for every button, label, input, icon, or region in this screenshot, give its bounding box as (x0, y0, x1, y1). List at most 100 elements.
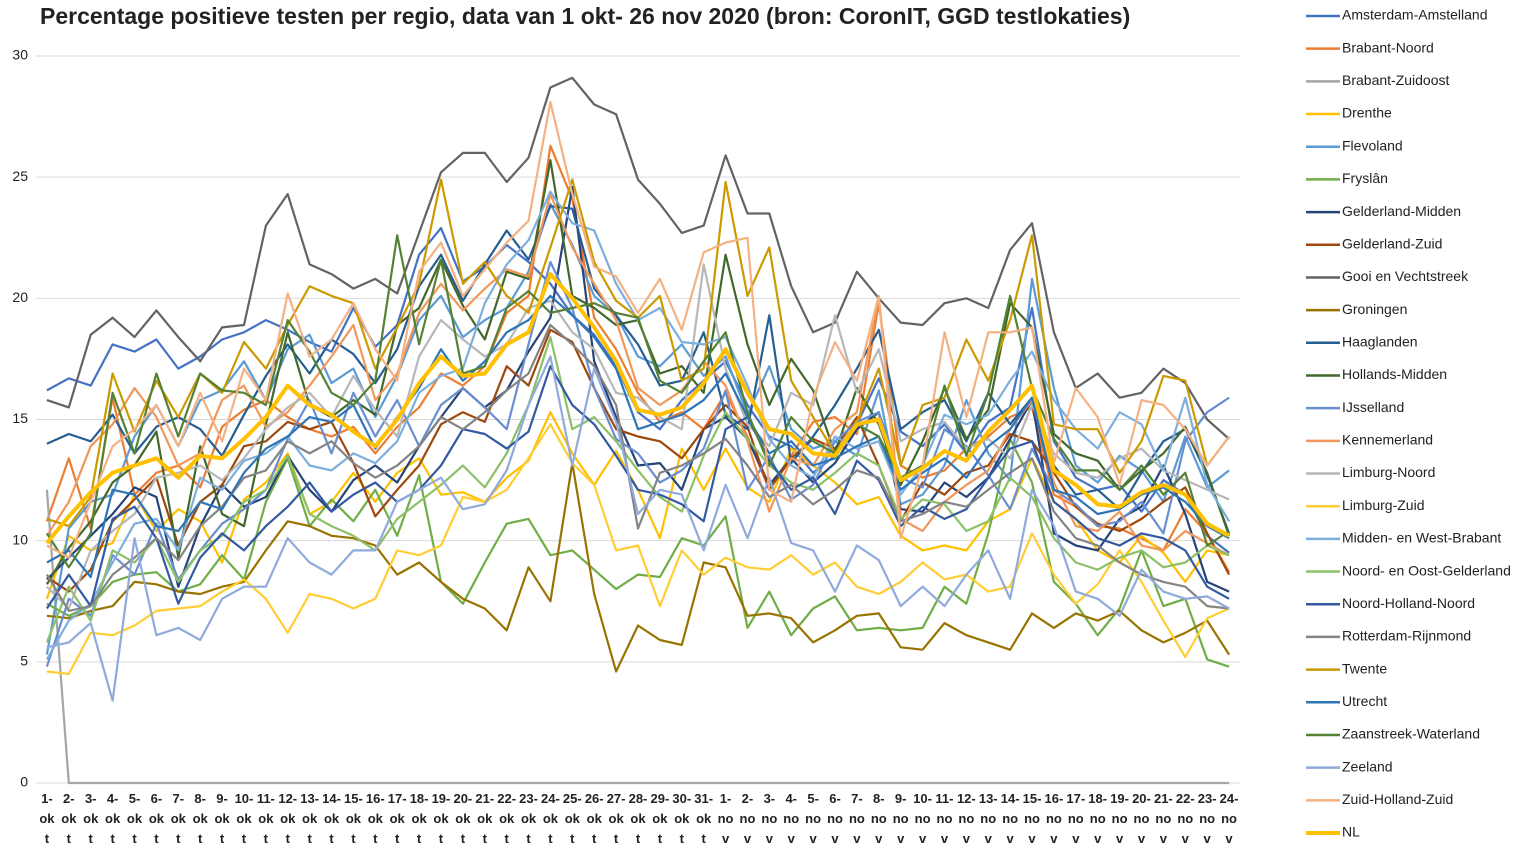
x-tick-label: 4-ok t (105, 791, 121, 846)
x-tick-label: 30-ok t (672, 791, 691, 846)
x-tick-label: 17-ok t (388, 791, 407, 846)
x-tick-label: 9-ok t (214, 791, 230, 846)
x-tick-label: 23-no v (1198, 791, 1217, 846)
x-tick-label: 11-no v (935, 791, 953, 846)
y-tick-label: 10 (12, 531, 28, 547)
series-line (45, 260, 1230, 668)
legend-label: Brabant-Noord (1342, 39, 1434, 55)
x-tick-label: 14-no v (1001, 791, 1020, 846)
axes: 0 5 10 15 20 25 30 1-ok t 2-ok t 3-ok t 4-ok t 5-ok t 6-o… (12, 47, 1238, 847)
legend-label: Fryslân (1342, 170, 1388, 186)
x-tick-label: 7-no v (849, 791, 865, 846)
x-tick-label: 3-ok t (83, 791, 99, 846)
y-tick-label: 30 (12, 47, 28, 63)
x-tick-label: 2-ok t (61, 791, 77, 846)
x-tick-label: 5-no v (805, 791, 821, 846)
series-line (45, 323, 1230, 612)
legend: Amsterdam-Amstelland Brabant-Noord Brabant… (1306, 7, 1511, 840)
y-tick-label: 20 (12, 289, 28, 305)
x-tick-label: 20-no v (1132, 791, 1151, 846)
legend-label: Limburg-Noord (1342, 464, 1435, 480)
x-tick-label: 19-no v (1110, 791, 1129, 846)
x-tick-label: 5-ok t (127, 791, 143, 846)
x-tick-label: 2-no v (740, 791, 756, 846)
x-tick-label: 8-no v (871, 791, 887, 846)
grid (36, 55, 1240, 784)
legend-label: Noord- en Oost-Gelderland (1342, 562, 1511, 578)
series-line (46, 227, 1230, 554)
x-tick-label: 12-no v (957, 791, 976, 846)
y-tick-label: 15 (12, 410, 28, 426)
x-tick-label: 21-ok t (475, 791, 494, 846)
legend-label: Hollands-Midden (1342, 366, 1447, 382)
chart-title: Percentage positieve testen per regio, d… (40, 3, 1130, 29)
x-tick-label: 17-no v (1066, 791, 1085, 846)
legend-label: Groningen (1342, 301, 1407, 317)
legend-label: Gooi en Vechtstreek (1342, 268, 1469, 284)
series-line (46, 263, 1230, 610)
series-line (45, 336, 1230, 643)
series-line (45, 489, 1230, 785)
series-line (45, 272, 1231, 545)
x-tick-label: 16-no v (1045, 791, 1064, 846)
x-tick-label: 6-ok t (149, 791, 165, 846)
legend-label: Limburg-Zuid (1342, 497, 1424, 513)
legend-label: Drenthe (1342, 105, 1392, 121)
series-line (45, 365, 1230, 610)
series-line (46, 462, 1231, 673)
x-tick-label: 22-ok t (497, 791, 516, 846)
x-tick-label: 19-ok t (432, 791, 451, 846)
x-tick-label: 12-ok t (278, 791, 297, 846)
legend-label: Zuid-Holland-Zuid (1342, 791, 1453, 807)
x-tick-label: 10-no v (913, 791, 932, 846)
x-tick-label: 31-ok t (694, 791, 713, 846)
series-line (46, 100, 1230, 559)
legend-label: Zeeland (1342, 758, 1393, 774)
x-tick-label: 11-ok t (257, 791, 275, 846)
legend-label: Gelderland-Midden (1342, 203, 1461, 219)
x-tick-label: 29-ok t (650, 791, 669, 846)
legend-label: Zaanstreek-Waterland (1342, 726, 1480, 742)
x-tick-label: 23-ok t (519, 791, 538, 846)
y-tick-label: 25 (12, 168, 28, 184)
x-tick-label: 3-no v (761, 791, 777, 846)
x-tick-label: 18-no v (1088, 791, 1107, 846)
x-tick-label: 8-ok t (193, 791, 209, 846)
legend-label: Noord-Holland-Noord (1342, 595, 1475, 611)
x-tick-label: 26-ok t (585, 791, 604, 846)
legend-label: Midden- en West-Brabant (1342, 530, 1501, 546)
x-tick-label: 24-ok t (541, 791, 560, 846)
x-tick-label: 15-ok t (344, 791, 363, 846)
x-tick-label: 13-no v (979, 791, 998, 846)
y-tick-label: 5 (20, 653, 28, 669)
x-tick-label: 21-no v (1154, 791, 1173, 846)
x-tick-label: 27-ok t (607, 791, 626, 846)
x-tick-label: 13-ok t (300, 791, 319, 846)
x-tick-label: 28-ok t (629, 791, 648, 846)
x-tick-label: 18-ok t (410, 791, 429, 846)
series-line (45, 202, 1230, 655)
legend-label: Utrecht (1342, 693, 1387, 709)
plot-lines (45, 76, 1231, 785)
legend-label: Haaglanden (1342, 334, 1418, 350)
x-tick-label: 1-ok t (39, 791, 55, 846)
y-tick-label: 0 (20, 774, 28, 790)
series-line (46, 423, 1230, 676)
legend-label: Gelderland-Zuid (1342, 235, 1442, 251)
x-tick-label: 16-ok t (366, 791, 385, 846)
x-tick-label: 1-no v (718, 791, 734, 846)
x-tick-label: 25-ok t (563, 791, 582, 846)
legend-label: IJsselland (1342, 399, 1404, 415)
legend-label: Amsterdam-Amstelland (1342, 7, 1488, 23)
x-tick-label: 20-ok t (453, 791, 472, 846)
x-tick-label: 24-no v (1220, 791, 1239, 846)
legend-label: Kennemerland (1342, 432, 1433, 448)
legend-label: Rotterdam-Rijnmond (1342, 628, 1471, 644)
legend-label: Flevoland (1342, 137, 1403, 153)
series-line (46, 294, 1230, 579)
x-tick-label: 7-ok t (171, 791, 187, 846)
x-tick-label: 15-no v (1023, 791, 1042, 846)
series-line (46, 355, 1230, 702)
legend-label: Brabant-Zuidoost (1342, 72, 1450, 88)
